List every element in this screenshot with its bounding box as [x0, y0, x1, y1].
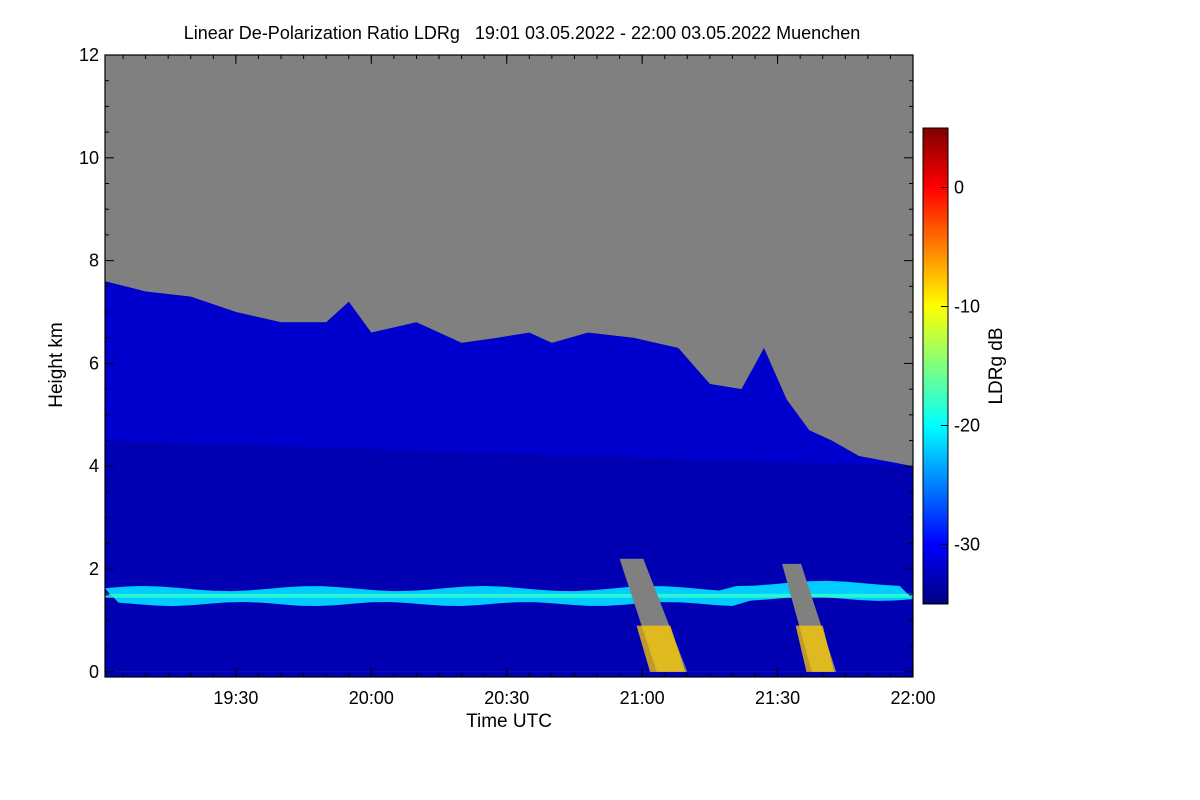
colorbar: 0 -10 -20 -30: [922, 127, 980, 605]
y-axis: 0 2 4 6 8 10 12: [79, 45, 913, 682]
boundary-layer-core: [105, 593, 913, 598]
x-tick-label: 20:30: [484, 688, 529, 708]
colorbar-tick-label: -10: [954, 297, 980, 317]
precipitation-core-2: [795, 625, 835, 672]
x-tick-label: 20:00: [349, 688, 394, 708]
y-tick-label: 10: [79, 148, 99, 168]
plot-frame: [104, 54, 914, 678]
colorbar-gradient: [922, 127, 949, 605]
surface-strip: [105, 671, 913, 677]
x-tick-label: 21:30: [755, 688, 800, 708]
y-axis-label: Height km: [46, 322, 67, 408]
chart-title: Linear De-Polarization Ratio LDRg 19:01 …: [184, 23, 860, 43]
y-tick-label: 12: [79, 45, 99, 65]
colorbar-tick-label: 0: [954, 178, 964, 198]
boundary-layer-band: [105, 580, 913, 607]
x-tick-label: 21:00: [620, 688, 665, 708]
colorbar-tick-label: -20: [954, 416, 980, 436]
y-tick-label: 4: [89, 456, 99, 476]
x-tick-label: 22:00: [890, 688, 935, 708]
precipitation-core-1: [636, 625, 686, 672]
upper-aerosol-layer: [105, 281, 913, 467]
y-tick-label: 8: [89, 251, 99, 271]
y-tick-label: 2: [89, 559, 99, 579]
plot-area: [105, 55, 913, 677]
y-tick-label: 0: [89, 662, 99, 682]
colorbar-tick-label: -30: [954, 535, 980, 555]
y-tick-label: 6: [89, 353, 99, 373]
x-axis-label: Time UTC: [466, 711, 552, 732]
x-axis: 19:30 20:00 20:30 21:00 21:30 22:00: [122, 55, 936, 708]
colorbar-label: LDRg dB: [986, 327, 1007, 404]
x-tick-label: 19:30: [213, 688, 258, 708]
